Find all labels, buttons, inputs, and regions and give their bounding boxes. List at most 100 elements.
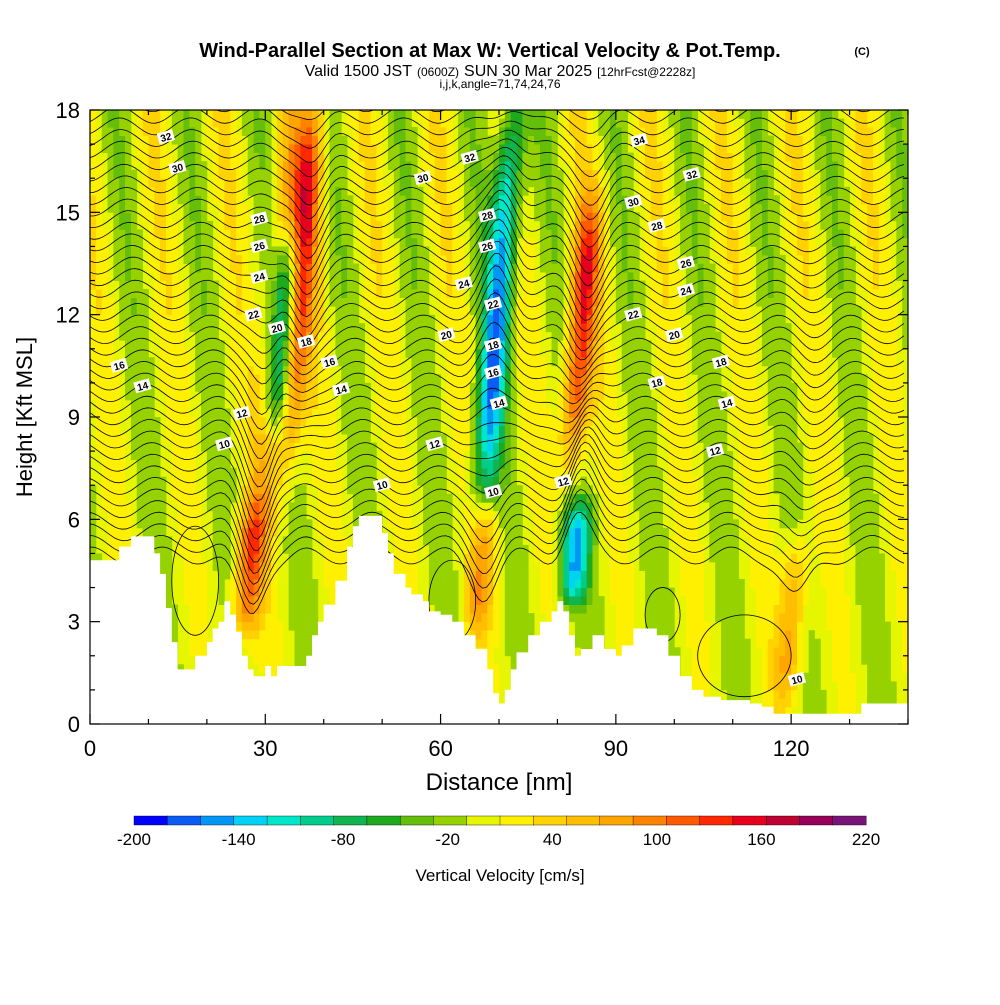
- velocity-cell: [218, 152, 225, 162]
- velocity-cell: [504, 579, 512, 588]
- velocity-cell: [189, 510, 196, 520]
- velocity-cell: [469, 519, 477, 529]
- velocity-cell: [282, 323, 290, 333]
- velocity-cell: [335, 331, 342, 341]
- velocity-cell: [516, 374, 523, 384]
- velocity-cell: [247, 587, 254, 597]
- velocity-cell: [610, 161, 617, 171]
- velocity-cell: [376, 237, 383, 247]
- velocity-cell: [469, 195, 477, 205]
- velocity-cell: [417, 195, 424, 205]
- velocity-cell: [119, 161, 126, 171]
- velocity-cell: [604, 152, 611, 162]
- velocity-cell: [288, 161, 295, 171]
- velocity-cell: [610, 536, 617, 546]
- velocity-cell: [142, 161, 149, 171]
- velocity-cell: [136, 237, 143, 247]
- velocity-cell: [183, 391, 190, 401]
- velocity-cell: [265, 110, 272, 119]
- velocity-cell: [352, 331, 360, 341]
- velocity-cell: [510, 476, 517, 486]
- velocity-cell: [586, 169, 593, 179]
- velocity-cell: [329, 519, 336, 529]
- velocity-cell: [300, 561, 307, 571]
- velocity-cell: [563, 127, 570, 136]
- velocity-cell: [154, 169, 161, 179]
- velocity-cell: [405, 220, 412, 230]
- velocity-cell: [370, 331, 377, 341]
- velocity-cell: [417, 357, 424, 367]
- velocity-cell: [434, 476, 441, 486]
- velocity-cell: [306, 408, 313, 418]
- velocity-cell: [241, 263, 249, 273]
- velocity-cell: [387, 272, 395, 281]
- velocity-cell: [610, 468, 617, 478]
- velocity-cell: [586, 331, 593, 341]
- velocity-cell: [276, 655, 284, 665]
- velocity-cell: [604, 434, 611, 443]
- velocity-cell: [259, 570, 266, 580]
- velocity-cell: [539, 459, 547, 469]
- velocity-cell: [352, 263, 360, 273]
- velocity-cell: [218, 510, 225, 520]
- velocity-cell: [183, 425, 190, 435]
- velocity-cell: [423, 536, 430, 546]
- velocity-cell: [411, 220, 418, 230]
- velocity-cell: [405, 297, 412, 307]
- velocity-cell: [364, 476, 371, 486]
- velocity-cell: [90, 544, 97, 554]
- velocity-cell: [376, 195, 383, 205]
- velocity-cell: [504, 135, 512, 145]
- velocity-cell: [504, 630, 512, 640]
- velocity-cell: [265, 374, 272, 384]
- velocity-cell: [463, 314, 471, 324]
- velocity-cell: [253, 135, 260, 145]
- velocity-cell: [259, 357, 266, 367]
- velocity-cell: [469, 408, 477, 418]
- velocity-cell: [259, 382, 266, 392]
- velocity-cell: [171, 485, 179, 495]
- velocity-cell: [399, 476, 406, 486]
- velocity-cell: [487, 348, 494, 358]
- velocity-cell: [528, 391, 535, 401]
- velocity-cell: [247, 280, 254, 290]
- velocity-cell: [125, 169, 132, 179]
- velocity-cell: [569, 263, 576, 273]
- velocity-cell: [610, 391, 617, 401]
- velocity-cell: [113, 536, 120, 546]
- velocity-cell: [259, 510, 266, 520]
- velocity-cell: [312, 127, 319, 136]
- velocity-cell: [247, 579, 254, 588]
- velocity-cell: [469, 425, 477, 435]
- velocity-cell: [236, 229, 243, 239]
- velocity-cell: [516, 297, 523, 307]
- velocity-cell: [107, 459, 114, 469]
- velocity-cell: [516, 306, 523, 316]
- velocity-cell: [475, 630, 482, 640]
- velocity-cell: [481, 613, 488, 623]
- velocity-cell: [282, 340, 290, 350]
- velocity-cell: [405, 272, 412, 281]
- velocity-cell: [452, 212, 459, 222]
- velocity-cell: [393, 161, 401, 171]
- velocity-cell: [376, 306, 383, 316]
- velocity-cell: [236, 561, 243, 571]
- velocity-cell: [125, 365, 132, 375]
- velocity-cell: [522, 348, 529, 358]
- velocity-cell: [405, 459, 412, 469]
- velocity-cell: [405, 485, 412, 495]
- velocity-cell: [165, 203, 173, 213]
- velocity-cell: [294, 178, 301, 188]
- velocity-cell: [487, 169, 494, 179]
- velocity-cell: [253, 476, 260, 486]
- velocity-cell: [528, 357, 535, 367]
- velocity-cell: [294, 161, 301, 171]
- velocity-cell: [387, 323, 395, 333]
- velocity-cell: [528, 340, 535, 350]
- velocity-cell: [317, 502, 325, 512]
- velocity-cell: [481, 476, 488, 486]
- velocity-cell: [528, 127, 535, 136]
- velocity-cell: [545, 272, 552, 281]
- velocity-cell: [107, 382, 114, 392]
- velocity-cell: [481, 638, 488, 648]
